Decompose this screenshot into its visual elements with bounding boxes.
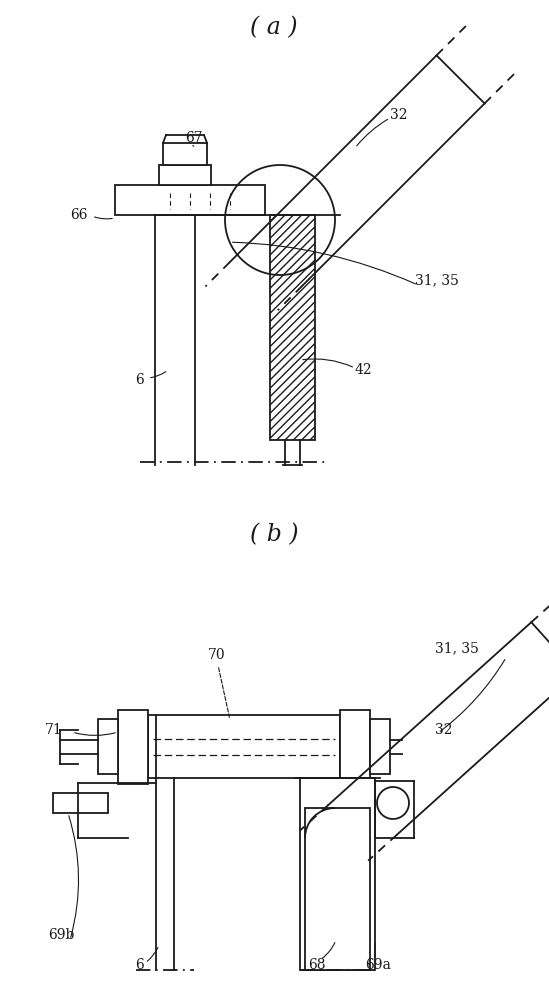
Bar: [148, 715, 340, 778]
Bar: [159, 165, 211, 185]
Bar: [115, 185, 265, 215]
Bar: [300, 778, 375, 970]
Bar: [305, 808, 370, 970]
Text: 42: 42: [355, 363, 373, 377]
Bar: [163, 143, 207, 165]
Text: 6: 6: [135, 958, 144, 972]
Text: 70: 70: [208, 648, 226, 662]
Bar: [53, 793, 108, 813]
Text: ( a ): ( a ): [250, 16, 298, 39]
Text: 31, 35: 31, 35: [435, 641, 479, 655]
Text: 32: 32: [390, 108, 407, 122]
Text: ( b ): ( b ): [250, 524, 298, 546]
Bar: [270, 215, 315, 440]
Text: 31, 35: 31, 35: [415, 273, 459, 287]
Text: 66: 66: [70, 208, 88, 222]
Bar: [118, 710, 148, 784]
Bar: [98, 719, 118, 774]
Text: 69a: 69a: [365, 958, 391, 972]
Text: 69b: 69b: [48, 928, 74, 942]
Bar: [370, 719, 390, 774]
Text: 67: 67: [185, 131, 203, 145]
Bar: [340, 710, 370, 784]
Text: 6: 6: [135, 373, 144, 387]
Text: 32: 32: [435, 723, 452, 737]
Text: 68: 68: [308, 958, 326, 972]
Text: 71: 71: [45, 723, 63, 737]
